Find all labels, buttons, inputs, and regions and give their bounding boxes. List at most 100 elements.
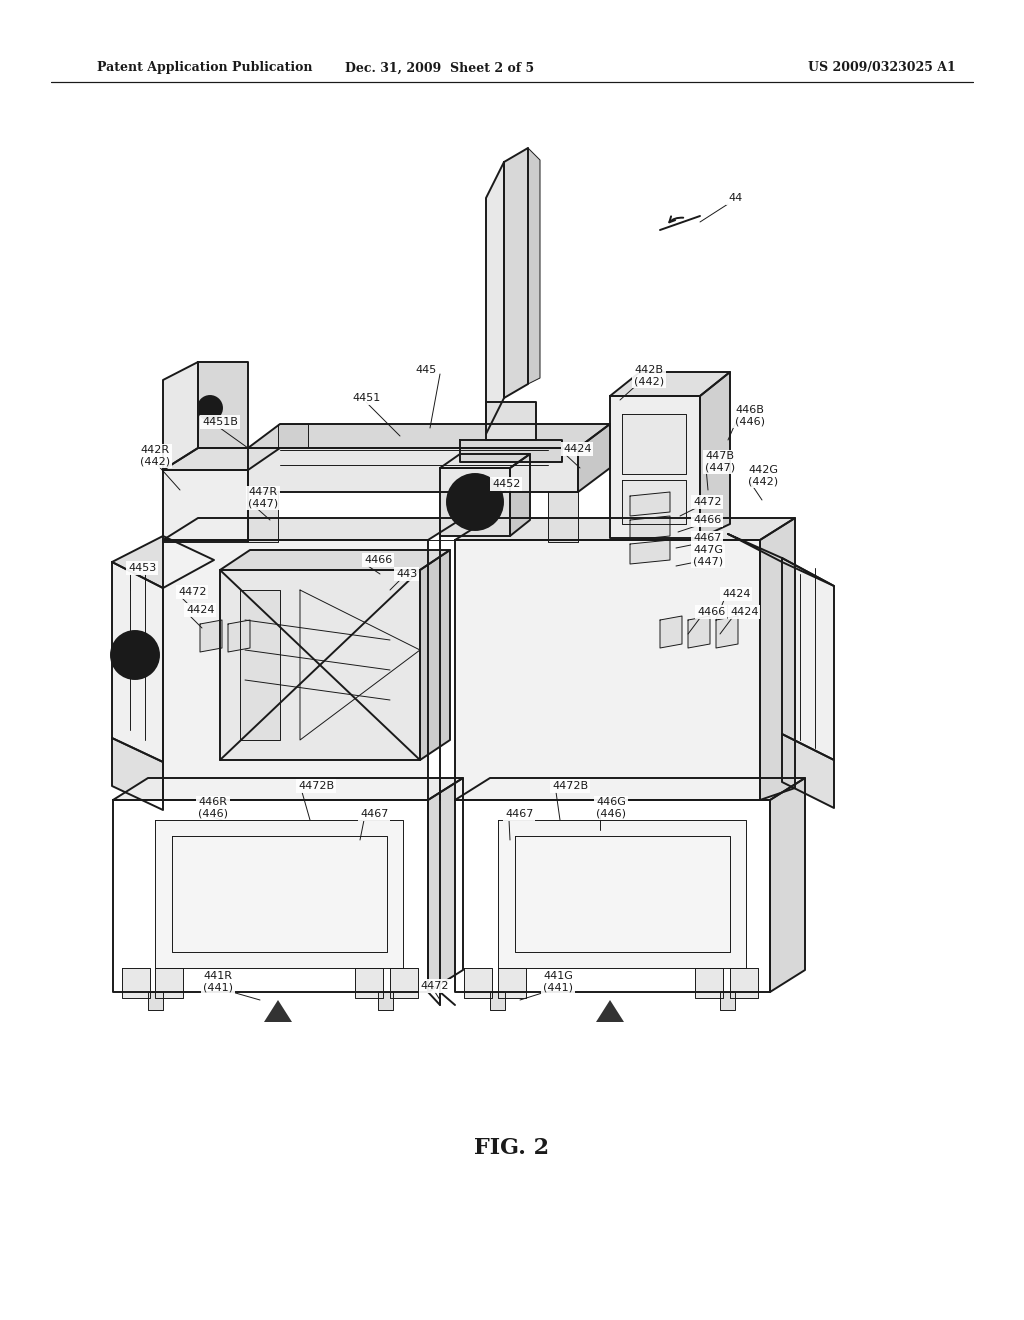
Text: 4467: 4467 (693, 533, 721, 543)
Text: 4424: 4424 (722, 589, 751, 599)
Polygon shape (163, 470, 248, 543)
Polygon shape (155, 820, 403, 968)
Polygon shape (112, 536, 214, 587)
Polygon shape (486, 403, 536, 440)
Text: US 2009/0323025 A1: US 2009/0323025 A1 (808, 62, 955, 74)
Text: 447B
(447): 447B (447) (705, 451, 735, 473)
Polygon shape (490, 993, 505, 1010)
Text: 445: 445 (415, 366, 436, 375)
Polygon shape (112, 562, 163, 762)
Polygon shape (220, 550, 450, 570)
Text: 4453: 4453 (128, 564, 157, 573)
Polygon shape (695, 968, 723, 998)
Polygon shape (455, 540, 760, 800)
Polygon shape (464, 968, 492, 998)
Polygon shape (112, 738, 163, 810)
Polygon shape (113, 777, 463, 800)
Polygon shape (548, 492, 578, 543)
Text: 446B
(446): 446B (446) (735, 405, 765, 426)
Polygon shape (610, 372, 730, 396)
Polygon shape (240, 590, 280, 741)
Polygon shape (700, 372, 730, 539)
Polygon shape (688, 616, 710, 648)
Polygon shape (660, 616, 682, 648)
Polygon shape (730, 968, 758, 998)
Text: FIG. 2: FIG. 2 (474, 1137, 550, 1159)
Polygon shape (198, 362, 248, 447)
Polygon shape (578, 424, 610, 492)
Text: 4472B: 4472B (298, 781, 334, 791)
Polygon shape (248, 492, 278, 543)
Polygon shape (278, 424, 308, 447)
Polygon shape (455, 777, 805, 800)
Text: 443: 443 (396, 569, 417, 579)
Polygon shape (378, 993, 393, 1010)
Text: 4472: 4472 (693, 498, 722, 507)
Polygon shape (498, 968, 526, 998)
Polygon shape (155, 968, 183, 998)
Text: 4467: 4467 (360, 809, 388, 818)
Polygon shape (498, 820, 746, 968)
Polygon shape (228, 620, 250, 652)
Text: 442R
(442): 442R (442) (140, 445, 170, 467)
Text: 442G
(442): 442G (442) (748, 465, 778, 487)
Polygon shape (770, 777, 805, 993)
Polygon shape (113, 800, 428, 993)
Polygon shape (220, 570, 420, 760)
Text: 442B
(442): 442B (442) (634, 366, 665, 387)
Polygon shape (630, 492, 670, 516)
Polygon shape (630, 516, 670, 540)
Text: 44: 44 (728, 193, 742, 203)
Text: 4451: 4451 (352, 393, 380, 403)
Polygon shape (630, 540, 670, 564)
Polygon shape (428, 777, 463, 993)
Polygon shape (460, 440, 562, 462)
Text: 446G
(446): 446G (446) (596, 797, 626, 818)
Polygon shape (148, 993, 163, 1010)
Text: 4467: 4467 (505, 809, 534, 818)
Text: Dec. 31, 2009  Sheet 2 of 5: Dec. 31, 2009 Sheet 2 of 5 (345, 62, 535, 74)
Polygon shape (504, 148, 528, 399)
Text: 4424: 4424 (186, 605, 214, 615)
Polygon shape (455, 517, 795, 540)
Text: 4452: 4452 (492, 479, 520, 488)
Polygon shape (728, 535, 834, 586)
Text: 4424: 4424 (563, 444, 592, 454)
Polygon shape (760, 517, 795, 800)
Text: 447R
(447): 447R (447) (248, 487, 279, 508)
Text: 446R
(446): 446R (446) (198, 797, 228, 818)
Text: 447G
(447): 447G (447) (693, 545, 723, 566)
Text: 4466: 4466 (364, 554, 392, 565)
Polygon shape (720, 993, 735, 1010)
Polygon shape (248, 447, 578, 492)
Text: 4472: 4472 (178, 587, 207, 597)
Polygon shape (440, 469, 510, 536)
Text: Patent Application Publication: Patent Application Publication (97, 62, 312, 74)
Polygon shape (622, 414, 686, 474)
Polygon shape (163, 517, 463, 540)
Text: 4451B: 4451B (202, 417, 238, 426)
Polygon shape (510, 454, 530, 536)
Polygon shape (163, 362, 198, 470)
Text: 4472B: 4472B (552, 781, 588, 791)
Polygon shape (390, 968, 418, 998)
Polygon shape (163, 540, 428, 800)
Circle shape (198, 396, 222, 420)
Text: 4472: 4472 (421, 981, 450, 991)
Polygon shape (355, 968, 383, 998)
Polygon shape (610, 396, 700, 539)
Polygon shape (200, 620, 222, 652)
Circle shape (205, 403, 215, 413)
Polygon shape (782, 734, 834, 808)
Polygon shape (122, 968, 150, 998)
Polygon shape (782, 558, 834, 760)
Polygon shape (622, 480, 686, 524)
Polygon shape (596, 1001, 624, 1022)
Text: 4466: 4466 (697, 607, 725, 616)
Text: 441G
(441): 441G (441) (543, 972, 573, 993)
Text: 4466: 4466 (693, 515, 721, 525)
Text: 4424: 4424 (730, 607, 759, 616)
Polygon shape (420, 550, 450, 760)
Polygon shape (440, 454, 530, 469)
Polygon shape (300, 590, 420, 741)
